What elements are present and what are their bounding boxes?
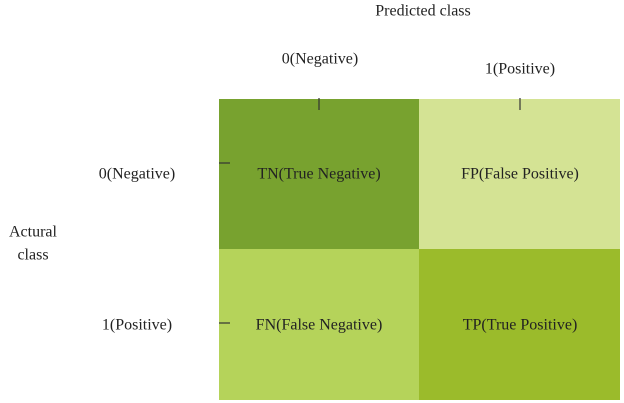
cell-tp <box>419 249 620 400</box>
column-label: 0(Negative) <box>282 51 358 68</box>
actual-title: Actural <box>9 224 58 241</box>
cell-tn <box>219 99 419 249</box>
actual-title: class <box>17 247 48 264</box>
cell-fn <box>219 249 419 400</box>
column-label: 1(Positive) <box>485 61 555 78</box>
cell-fp <box>419 99 620 249</box>
cell-label: TP(True Positive) <box>463 317 578 334</box>
cell-label: TN(True Negative) <box>257 166 380 183</box>
row-label: 1(Positive) <box>102 317 172 334</box>
row-label: 0(Negative) <box>99 166 175 183</box>
predicted-title: Predicted class <box>375 3 471 20</box>
cell-label: FP(False Positive) <box>461 166 579 183</box>
cell-label: FN(False Negative) <box>256 317 383 334</box>
